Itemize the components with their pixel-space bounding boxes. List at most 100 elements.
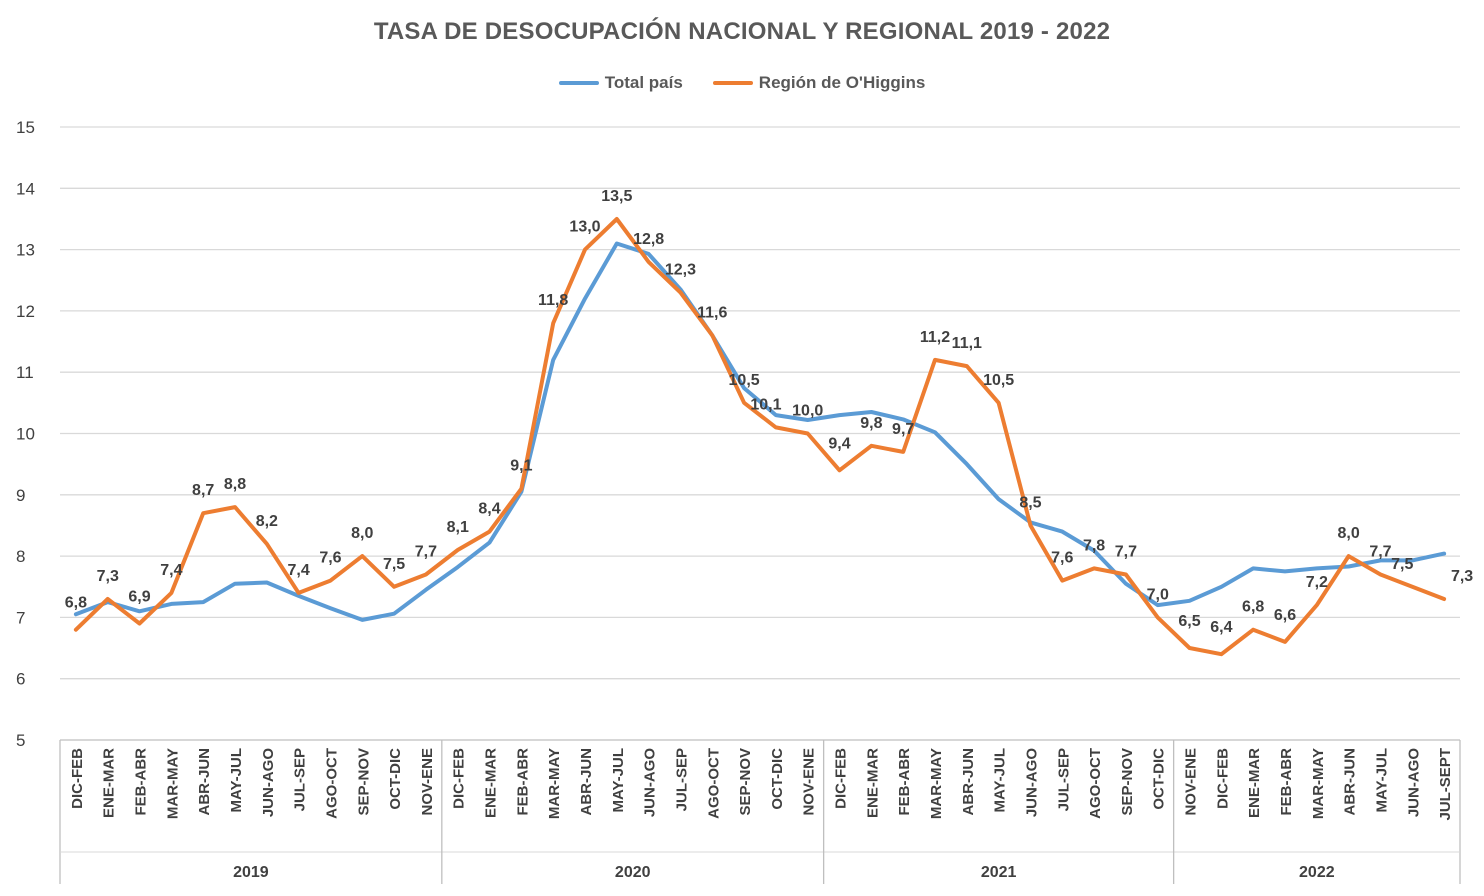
- x-tick-label: JUL-SEP: [292, 748, 309, 811]
- legend-label-total-pais: Total país: [604, 73, 683, 92]
- data-label: 10,5: [729, 372, 760, 389]
- x-tick-label: AGO-OCT: [705, 748, 722, 819]
- data-label: 7,0: [1147, 586, 1169, 603]
- data-label: 12,8: [633, 231, 664, 248]
- data-label: 9,8: [860, 415, 882, 432]
- y-tick-label: 11: [16, 363, 34, 382]
- x-tick-label: ENE-MAR: [1246, 748, 1263, 818]
- x-tick-label: FEB-ABR: [896, 748, 913, 816]
- x-tick-label: DIC-FEB: [451, 748, 468, 809]
- y-tick-label: 12: [16, 302, 35, 321]
- data-label: 6,6: [1274, 607, 1296, 624]
- x-tick-label: JUN-AGO: [1405, 748, 1422, 818]
- x-tick-label: OCT-DIC: [769, 748, 786, 810]
- data-label: 8,7: [192, 482, 214, 499]
- legend-item-ohiggins: Región de O'Higgins: [712, 73, 926, 93]
- x-tick-label: SEP-NOV: [355, 748, 372, 816]
- data-label: 11,8: [538, 292, 568, 309]
- data-label: 11,1: [952, 335, 982, 352]
- legend-label-ohiggins: Región de O'Higgins: [758, 73, 926, 92]
- x-tick-label: DIC-FEB: [69, 748, 86, 809]
- x-tick-label: SEP-NOV: [737, 748, 754, 816]
- year-label: 2019: [233, 864, 269, 881]
- x-tick-label: MAY-JUL: [228, 748, 245, 812]
- x-tick-label: JUN-AGO: [1023, 748, 1040, 818]
- x-tick-label: ABR-JUN: [196, 748, 213, 816]
- data-label: 7,6: [319, 550, 341, 567]
- data-label: 8,5: [1019, 494, 1041, 511]
- chart-title: TASA DE DESOCUPACIÓN NACIONAL Y REGIONAL…: [373, 18, 1111, 45]
- x-tick-label: NOV-ENE: [801, 748, 818, 816]
- x-tick-label: MAR-MAY: [546, 748, 563, 819]
- data-label: 7,2: [1306, 574, 1328, 591]
- y-tick-label: 14: [16, 179, 35, 198]
- x-tick-label: ABR-JUN: [1342, 748, 1359, 816]
- x-tick-label: FEB-ABR: [514, 748, 531, 816]
- x-tick-label: NOV-ENE: [419, 748, 436, 816]
- x-tick-label: MAR-MAY: [928, 748, 945, 819]
- data-label: 7,5: [1391, 556, 1413, 573]
- x-tick-label: FEB-ABR: [1278, 748, 1295, 816]
- x-tick-label: ENE-MAR: [483, 748, 500, 818]
- y-tick-label: 13: [16, 241, 35, 260]
- x-tick-label: JUL-SEPT: [1437, 748, 1454, 821]
- data-label: 9,4: [828, 435, 850, 452]
- x-tick-label: AGO-OCT: [323, 748, 340, 819]
- x-tick-label: JUN-AGO: [642, 748, 659, 818]
- x-tick-label: OCT-DIC: [387, 748, 404, 810]
- data-label: 8,8: [224, 476, 246, 493]
- data-label: 8,4: [478, 501, 500, 518]
- year-label: 2021: [981, 864, 1017, 881]
- data-label: 6,8: [65, 595, 87, 612]
- x-tick-label: AGO-OCT: [1087, 748, 1104, 819]
- legend-swatch-ohiggins: [712, 81, 753, 85]
- y-tick-label: 5: [16, 731, 25, 750]
- data-label: 7,7: [1369, 543, 1391, 560]
- x-tick-label: OCT-DIC: [1151, 748, 1168, 810]
- series-line-total-pais: [73, 241, 1447, 622]
- x-tick-label: FEB-ABR: [133, 748, 150, 816]
- year-label: 2020: [615, 864, 651, 881]
- data-label: 7,8: [1083, 537, 1105, 554]
- data-label: 11,2: [920, 329, 950, 346]
- series-line-ohiggins: [73, 217, 1447, 657]
- data-label: 7,3: [1451, 568, 1473, 585]
- x-tick-label: NOV-ENE: [1183, 748, 1200, 816]
- data-label: 7,3: [97, 568, 119, 585]
- y-tick-label: 7: [16, 608, 25, 627]
- x-tick-label: SEP-NOV: [1119, 748, 1136, 816]
- year-label: 2022: [1299, 864, 1335, 881]
- x-tick-label: MAY-JUL: [992, 748, 1009, 812]
- data-label: 7,6: [1051, 550, 1073, 567]
- data-label: 11,6: [697, 304, 727, 321]
- data-label: 8,2: [256, 513, 278, 530]
- y-tick-label: 8: [16, 547, 25, 566]
- data-label: 13,5: [601, 188, 632, 205]
- data-label: 6,9: [128, 589, 150, 606]
- data-label: 12,3: [665, 262, 696, 279]
- y-tick-label: 10: [16, 425, 35, 444]
- legend-swatch-total-pais: [558, 81, 599, 85]
- data-label: 8,0: [351, 525, 373, 542]
- x-tick-label: MAY-JUL: [610, 748, 627, 812]
- data-label: 7,7: [1115, 543, 1137, 560]
- data-label: 6,4: [1210, 619, 1232, 636]
- chart-legend: Total país Región de O'Higgins: [0, 73, 1484, 93]
- data-label: 7,4: [288, 562, 310, 579]
- x-tick-label: JUN-AGO: [260, 748, 277, 818]
- data-label: 6,8: [1242, 599, 1264, 616]
- y-tick-label: 6: [16, 670, 25, 689]
- data-label: 7,7: [415, 543, 437, 560]
- legend-item-total-pais: Total país: [558, 73, 683, 93]
- data-label: 13,0: [569, 219, 600, 236]
- x-tick-label: ABR-JUN: [578, 748, 595, 816]
- data-label: 8,0: [1338, 525, 1360, 542]
- data-label: 9,7: [892, 421, 914, 438]
- y-tick-label: 15: [16, 118, 35, 137]
- x-tick-label: DIC-FEB: [833, 748, 850, 809]
- data-label: 9,1: [510, 458, 532, 475]
- x-tick-label: ABR-JUN: [960, 748, 977, 816]
- x-tick-label: JUL-SEP: [1055, 748, 1072, 811]
- x-tick-label: JUL-SEP: [673, 748, 690, 811]
